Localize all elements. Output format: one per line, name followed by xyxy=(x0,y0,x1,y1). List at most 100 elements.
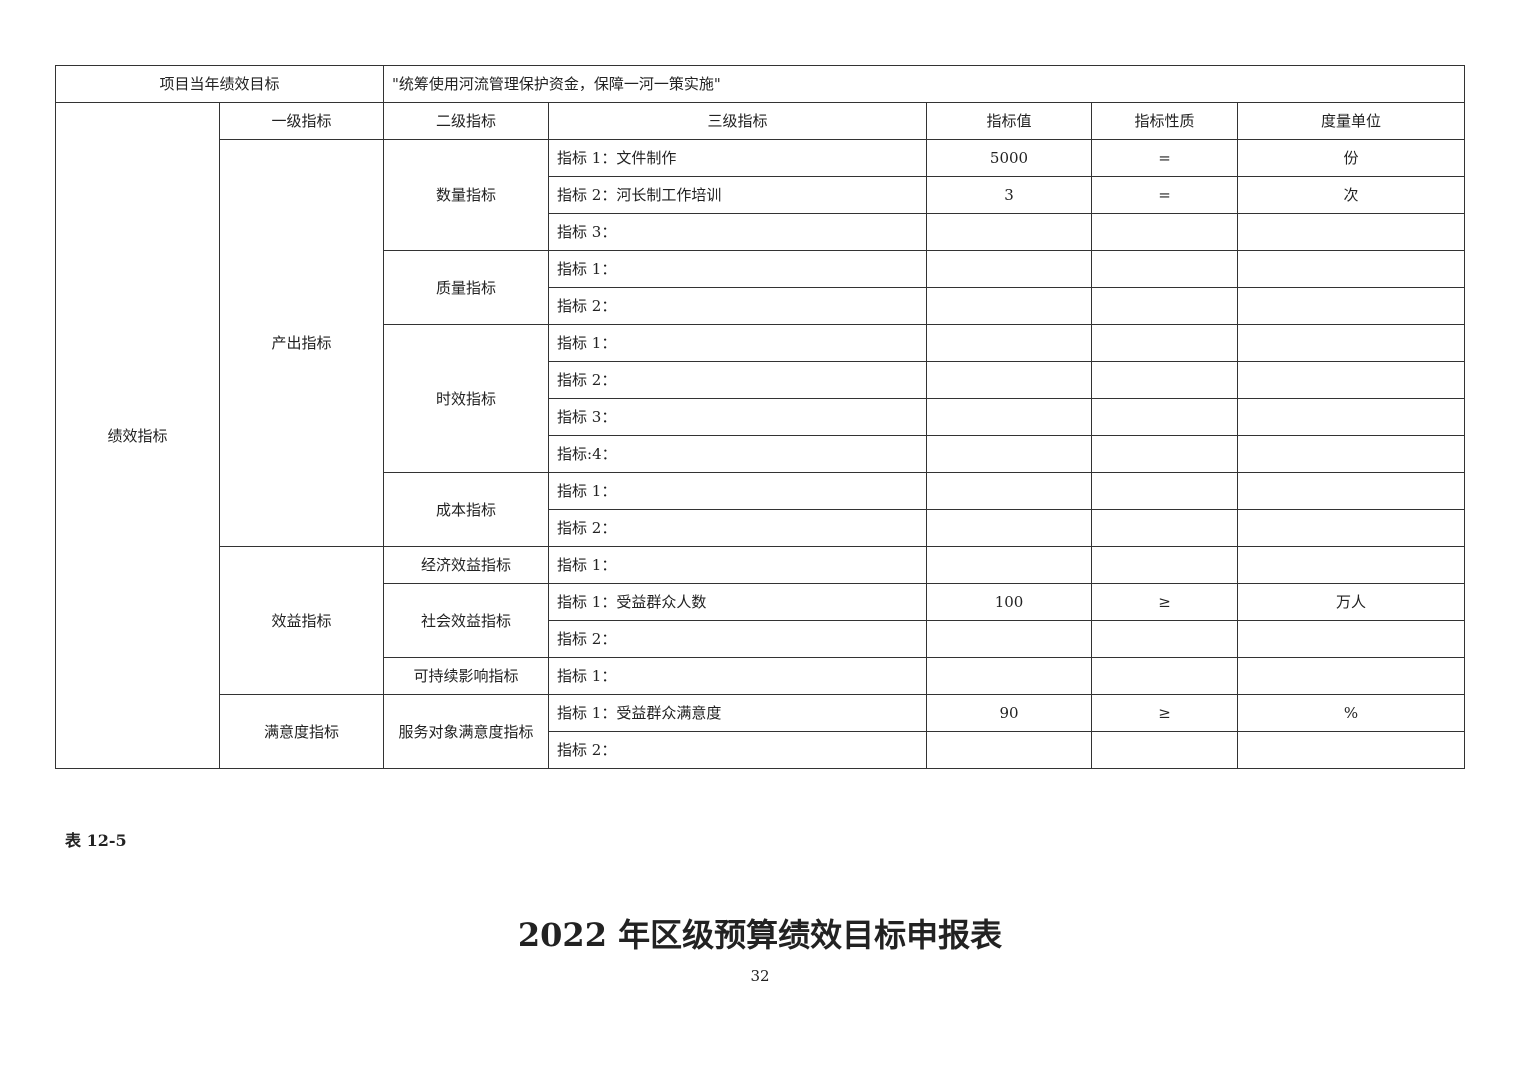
level3-indicator: 指标 2：河长制工作培训 xyxy=(548,176,928,214)
table-row: 指标 2： xyxy=(56,287,1466,325)
level3-indicator: 指标 1： xyxy=(548,250,928,288)
level2-indicator: 质量指标 xyxy=(383,250,550,325)
column-header: 二级指标 xyxy=(383,102,550,140)
level3-indicator: 指标:4： xyxy=(548,435,928,473)
indicator-value xyxy=(926,361,1093,399)
level3-indicator: 指标 2： xyxy=(548,620,928,658)
indicator-nature xyxy=(1091,620,1239,658)
indicator-nature xyxy=(1091,509,1239,547)
level3-indicator: 指标 1：受益群众人数 xyxy=(548,583,928,621)
indicator-nature xyxy=(1091,361,1239,399)
level1-indicator: 效益指标 xyxy=(218,546,385,695)
indicator-value xyxy=(926,731,1093,769)
indicator-value xyxy=(926,398,1093,436)
level3-indicator: 指标 1： xyxy=(548,472,928,510)
table-row: 成本指标 指标 1： xyxy=(56,472,1466,547)
level3-indicator: 指标 1：受益群众满意度 xyxy=(548,694,928,732)
level2-indicator: 可持续影响指标 xyxy=(383,657,550,695)
table-row: 指标 2： xyxy=(56,731,1466,769)
measurement-unit: 份 xyxy=(1237,139,1466,177)
column-header: 指标值 xyxy=(926,102,1093,140)
column-header: 指标性质 xyxy=(1091,102,1239,140)
measurement-unit xyxy=(1237,620,1466,658)
level2-indicator: 社会效益指标 xyxy=(383,583,550,658)
measurement-unit xyxy=(1237,250,1466,288)
indicator-nature xyxy=(1091,250,1239,288)
measurement-unit xyxy=(1237,435,1466,473)
indicator-value xyxy=(926,213,1093,251)
column-header: 三级指标 xyxy=(548,102,928,140)
indicator-nature: = xyxy=(1091,176,1239,214)
indicator-value: 90 xyxy=(926,694,1093,732)
level2-indicator: 时效指标 xyxy=(383,324,550,473)
table-row: 指标 2：河长制工作培训 3 = 次 xyxy=(56,176,1466,214)
level3-indicator: 指标 3： xyxy=(548,213,928,251)
table-row: 满意度指标 服务对象满意度指标 指标 1：受益群众满意度 90 ≥% xyxy=(56,694,1466,769)
table-row: 质量指标 指标 1： xyxy=(56,250,1466,325)
indicator-nature: = xyxy=(1091,139,1239,177)
indicator-nature xyxy=(1091,435,1239,473)
measurement-unit xyxy=(1237,731,1466,769)
level3-indicator: 指标 3： xyxy=(548,398,928,436)
level2-indicator: 服务对象满意度指标 xyxy=(383,694,550,769)
measurement-unit xyxy=(1237,287,1466,325)
level3-indicator: 指标 2： xyxy=(548,731,928,769)
indicator-value xyxy=(926,509,1093,547)
level3-indicator: 指标 2： xyxy=(548,287,928,325)
measurement-unit: 次 xyxy=(1237,176,1466,214)
goal-label: 项目当年绩效目标 xyxy=(54,65,385,103)
performance-table: 项目当年绩效目标 "统筹使用河流管理保护资金，保障一河一策实施" 绩效指标 一级指… xyxy=(54,65,1466,769)
table-row: 指标 2： xyxy=(56,361,1466,399)
level1-indicator: 满意度指标 xyxy=(218,694,385,769)
level1-indicator: 产出指标 xyxy=(218,139,385,547)
table-row: 指标 3： xyxy=(56,398,1466,436)
table-row: 指标 3： xyxy=(56,213,1466,251)
table-row: 产出指标 数量指标 指标 1：文件制作 5000 = 份 xyxy=(56,139,1466,547)
measurement-unit xyxy=(1237,361,1466,399)
table-row: 指标 2： xyxy=(56,509,1466,547)
indicator-nature: ≥ xyxy=(1091,583,1239,621)
table-row: 指标 2： xyxy=(56,620,1466,658)
page-number: 32 xyxy=(750,967,770,985)
indicator-nature xyxy=(1091,398,1239,436)
measurement-unit: 万人 xyxy=(1237,583,1466,621)
indicator-nature xyxy=(1091,546,1239,584)
level3-indicator: 指标 1： xyxy=(548,546,928,584)
indicator-nature xyxy=(1091,287,1239,325)
indicator-value xyxy=(926,620,1093,658)
table-row: 效益指标 经济效益指标 指标 1： xyxy=(56,546,1466,695)
indicator-value: 5000 xyxy=(926,139,1093,177)
measurement-unit xyxy=(1237,509,1466,547)
indicator-nature xyxy=(1091,731,1239,769)
indicator-nature xyxy=(1091,657,1239,695)
measurement-unit xyxy=(1237,324,1466,362)
column-header: 度量单位 xyxy=(1237,102,1466,140)
table-row: 指标:4： xyxy=(56,435,1466,473)
measurement-unit: % xyxy=(1237,694,1466,732)
indicator-value xyxy=(926,287,1093,325)
indicator-nature: ≥ xyxy=(1091,694,1239,732)
indicator-value xyxy=(926,657,1093,695)
header-row: 绩效指标 一级指标 二级指标 三级指标 指标值 指标性质 度量单位 xyxy=(55,102,1466,769)
measurement-unit xyxy=(1237,213,1466,251)
document-title: 2022 年区级预算绩效目标申报表 xyxy=(517,916,1003,954)
goal-row: 项目当年绩效目标 "统筹使用河流管理保护资金，保障一河一策实施" xyxy=(54,65,1466,103)
indicator-value xyxy=(926,435,1093,473)
level2-indicator: 经济效益指标 xyxy=(383,546,550,584)
indicator-nature xyxy=(1091,213,1239,251)
indicator-nature xyxy=(1091,324,1239,362)
indicator-value: 3 xyxy=(926,176,1093,214)
indicator-value xyxy=(926,324,1093,362)
level3-indicator: 指标 1： xyxy=(548,657,928,695)
measurement-unit xyxy=(1237,398,1466,436)
table-row: 时效指标 指标 1： xyxy=(56,324,1466,473)
indicator-value xyxy=(926,250,1093,288)
measurement-unit xyxy=(1237,472,1466,510)
level2-indicator: 数量指标 xyxy=(383,139,550,251)
indicator-value: 100 xyxy=(926,583,1093,621)
level3-indicator: 指标 1： xyxy=(548,324,928,362)
goal-value: "统筹使用河流管理保护资金，保障一河一策实施" xyxy=(383,65,1466,103)
level3-indicator: 指标 2： xyxy=(548,361,928,399)
indicator-value xyxy=(926,546,1093,584)
column-header: 一级指标 xyxy=(218,102,385,140)
